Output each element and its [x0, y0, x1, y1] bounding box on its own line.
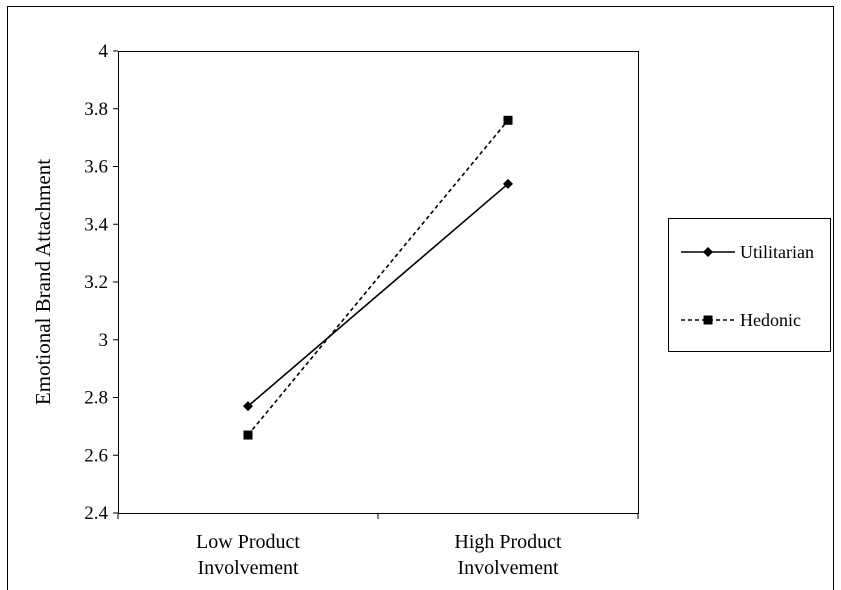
y-tick-label: 3.8	[84, 99, 108, 120]
square-marker	[243, 430, 253, 440]
x-category-label: High Product Involvement	[454, 531, 562, 579]
diamond-marker	[243, 401, 253, 412]
y-tick-label: 4	[99, 41, 109, 62]
legend-box	[668, 218, 831, 352]
series-line-hedonic	[247, 119, 509, 436]
y-tick-label: 3	[99, 330, 109, 351]
y-tick-label: 3.6	[84, 157, 108, 178]
square-marker	[503, 115, 513, 125]
legend-label: Utilitarian	[740, 242, 814, 262]
x-category-label: Low Product Involvement	[196, 531, 300, 579]
y-tick-label: 2.4	[84, 503, 108, 524]
y-tick-label: 2.6	[84, 445, 108, 466]
y-tick-label: 2.8	[84, 388, 108, 409]
diamond-marker	[503, 178, 513, 189]
y-axis-title: Emotional Brand Attachment	[31, 159, 55, 405]
series-lines	[247, 119, 509, 436]
y-tick-label: 3.2	[84, 272, 108, 293]
plot-area-border	[118, 51, 639, 514]
legend: Utilitarian Hedonic	[681, 242, 814, 330]
chart-area-border	[7, 6, 834, 590]
square-marker	[703, 315, 713, 325]
diamond-marker	[703, 247, 713, 257]
y-tick-label: 3.4	[84, 214, 108, 235]
y-axis-ticks: 2.4 2.6 2.8 3 3.2 3.4 3.6 3.8 4	[84, 41, 118, 524]
legend-label: Hedonic	[740, 310, 801, 330]
x-axis-ticks: Low Product Involvement High Product Involv…	[117, 513, 639, 579]
series-line-utilitarian	[247, 183, 509, 407]
series-markers	[243, 115, 513, 440]
